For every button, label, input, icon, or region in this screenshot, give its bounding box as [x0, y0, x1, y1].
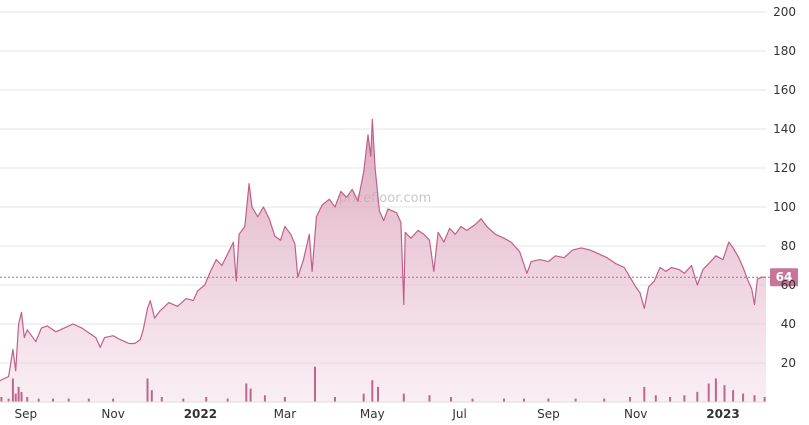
volume-bar — [263, 395, 266, 402]
volume-bar — [314, 366, 316, 402]
volume-bar — [112, 398, 115, 402]
volume-bar — [450, 397, 452, 402]
volume-bar — [629, 397, 631, 402]
volume-bar — [205, 397, 208, 402]
x-tick-label: Nov — [101, 407, 124, 421]
x-axis: Sep Nov 2022 Mar May Jul Sep Nov 2023 — [14, 407, 739, 421]
price-area — [0, 118, 766, 403]
x-tick-label: 2023 — [706, 407, 739, 421]
volume-bar — [182, 398, 185, 402]
volume-bar — [763, 397, 766, 402]
current-value-label: 64 — [776, 270, 793, 284]
y-tick-label: 100 — [773, 200, 796, 214]
volume-bar — [26, 397, 29, 402]
y-tick-label: 60 — [781, 278, 796, 292]
volume-bar — [362, 393, 365, 402]
price-line — [0, 118, 766, 382]
volume-bar — [377, 386, 379, 402]
volume-bar — [245, 383, 248, 402]
x-tick-label: Jul — [451, 407, 466, 421]
volume-bar — [683, 395, 686, 402]
volume-bar — [226, 398, 229, 402]
x-tick-label: May — [360, 407, 385, 421]
volume-bar — [20, 391, 23, 402]
volume-bar — [52, 398, 54, 402]
volume-bar — [11, 378, 14, 402]
price-area-fill — [0, 119, 766, 403]
volume-bar — [146, 378, 149, 402]
volume-bar — [669, 397, 672, 402]
x-tick-label: Nov — [624, 407, 647, 421]
current-value-badge — [770, 268, 798, 287]
volume-bar — [428, 395, 431, 402]
y-tick-label: 180 — [773, 44, 796, 58]
volume-bar — [160, 397, 163, 402]
volume-bar — [643, 386, 646, 402]
volume-bar — [547, 398, 550, 402]
volume-bar — [334, 397, 336, 402]
volume-bar — [732, 390, 735, 402]
current-price-marker: 64 — [0, 268, 798, 287]
volume-bar — [87, 398, 90, 402]
y-tick-label: 20 — [781, 356, 796, 370]
volume-bar — [742, 393, 745, 402]
volume-bar — [654, 395, 657, 402]
volume-bar — [523, 398, 525, 402]
volume-bar — [67, 398, 70, 402]
y-tick-label: 160 — [773, 83, 796, 97]
volume-bar — [471, 398, 474, 402]
y-tick-label: 40 — [781, 317, 796, 331]
volume-bar — [707, 383, 710, 402]
volume-bar — [7, 398, 10, 402]
y-tick-label: 140 — [773, 122, 796, 136]
volume-bar — [0, 397, 3, 402]
y-tick-label: 120 — [773, 161, 796, 175]
volume-bar — [17, 386, 20, 402]
y-axis: 20 40 60 80 100 120 140 160 180 200 — [773, 5, 796, 370]
volume-bar — [723, 385, 726, 402]
volume-bar — [150, 390, 153, 402]
volume-bar — [371, 380, 374, 402]
volume-bar — [283, 397, 286, 402]
volume-bar — [696, 391, 699, 402]
x-tick-label: 2022 — [184, 407, 217, 421]
y-tick-label: 80 — [781, 239, 796, 253]
volume-bar — [603, 398, 606, 402]
volume-bar — [14, 393, 17, 402]
volume-bar — [714, 378, 717, 402]
x-tick-label: Sep — [14, 407, 37, 421]
volume-bar — [249, 388, 252, 402]
volume-bar — [753, 395, 756, 402]
x-tick-label: Mar — [274, 407, 297, 421]
volume-bars — [0, 366, 766, 403]
volume-bar — [402, 393, 405, 402]
volume-bar — [574, 398, 577, 402]
volume-bar — [503, 398, 505, 402]
volume-bar — [37, 398, 40, 402]
y-tick-label: 200 — [773, 5, 796, 19]
x-tick-label: Sep — [537, 407, 560, 421]
grid-lines — [0, 11, 766, 364]
